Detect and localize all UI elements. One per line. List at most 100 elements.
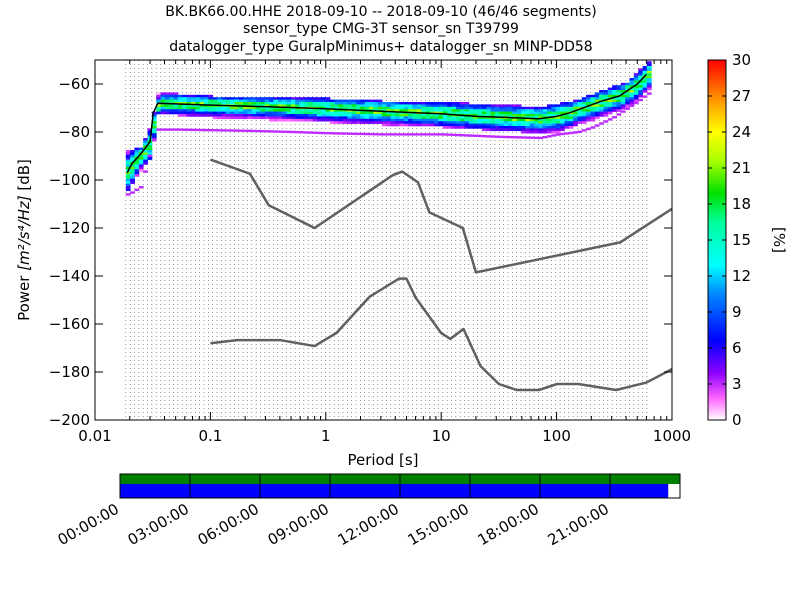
psd-cell-outlier (460, 134, 465, 137)
psd-cell (590, 104, 596, 108)
psd-cell (312, 104, 318, 108)
psd-cell-outlier (499, 135, 505, 139)
psd-cell (269, 116, 274, 120)
psd-cell (490, 116, 496, 120)
psd-cell (599, 114, 604, 117)
psd-cell (382, 109, 387, 112)
psd-cell (295, 109, 300, 112)
psd-cell (503, 121, 509, 124)
psd-cell (208, 102, 214, 105)
psd-cell (438, 116, 444, 120)
psd-cell (555, 116, 561, 120)
psd-cell (646, 80, 652, 84)
coverage-tick-label: 03:00:00 (125, 500, 192, 549)
psd-cell (347, 114, 353, 117)
psd-cell (429, 114, 435, 117)
psd-cell (182, 104, 188, 108)
psd-cell (316, 97, 322, 100)
psd-cell-outlier (260, 129, 266, 133)
psd-cell (151, 128, 157, 132)
psd-cell (143, 162, 148, 165)
psd-cell (551, 130, 557, 134)
psd-cell (225, 99, 231, 103)
psd-cell (373, 111, 379, 115)
psd-cell (451, 116, 457, 120)
psd-cell (134, 152, 140, 156)
psd-cell (212, 111, 218, 115)
psd-cell (299, 102, 305, 105)
psd-cell (642, 80, 648, 84)
psd-cell (525, 123, 531, 127)
psd-cell (438, 111, 444, 115)
psd-cell-outlier (560, 132, 565, 136)
psd-cell-outlier (338, 132, 344, 135)
psd-cell (134, 169, 140, 172)
coverage-tick-label: 12:00:00 (335, 500, 402, 549)
psd-cell (334, 109, 340, 112)
psd-cell (473, 104, 478, 108)
psd-cell (499, 109, 505, 112)
psd-cell (369, 111, 374, 115)
psd-cell-outlier (547, 135, 552, 138)
psd-cell-outlier (143, 170, 148, 173)
psd-cell (442, 109, 448, 112)
psd-cell (273, 114, 279, 117)
psd-cell (555, 128, 561, 132)
psd-cell (534, 106, 539, 110)
psd-cell (308, 104, 313, 108)
psd-cell (186, 114, 192, 117)
psd-cell (499, 118, 505, 122)
psd-cell (616, 85, 622, 88)
psd-cell (490, 114, 496, 117)
psd-cell (451, 104, 457, 108)
psd-cell (273, 102, 279, 105)
psd-cell (547, 130, 552, 134)
psd-cell (290, 104, 296, 108)
psd-cell (221, 102, 227, 105)
psd-cell (264, 99, 270, 103)
psd-cell (638, 78, 643, 81)
psd-cell (594, 92, 600, 96)
psd-cell (303, 97, 309, 100)
psd-cell (473, 109, 478, 112)
psd-cell (390, 118, 396, 122)
psd-cell (264, 109, 270, 112)
psd-cell (360, 116, 366, 120)
y-tick-label: −100 (49, 171, 90, 189)
psd-cell (516, 111, 522, 115)
y-axis-label: Power [m²/s⁴/Hz] [dB] (15, 159, 33, 321)
psd-cell (447, 123, 452, 127)
psd-cell (212, 99, 218, 103)
psd-cell (481, 126, 487, 129)
psd-cell (130, 166, 135, 170)
psd-cell (342, 102, 348, 105)
psd-cell (542, 130, 548, 134)
psd-cell-outlier (477, 134, 483, 138)
psd-cell (238, 109, 244, 112)
psd-cell-outlier (555, 133, 561, 136)
psd-cell-outlier (377, 133, 383, 136)
psd-cell (156, 99, 161, 103)
psd-cell (269, 109, 274, 112)
psd-cell (477, 106, 483, 110)
psd-cell (243, 116, 248, 120)
psd-cell (421, 123, 426, 127)
psd-cell (282, 111, 287, 115)
psd-cell (247, 106, 253, 110)
psd-cell (512, 111, 518, 115)
psd-cell (620, 90, 626, 93)
psd-cell (629, 82, 635, 86)
psd-cell (382, 104, 387, 108)
psd-cell (607, 94, 613, 98)
psd-cell (577, 106, 583, 110)
psd-cell (568, 123, 574, 127)
psd-cell (594, 99, 600, 103)
psd-cell (534, 118, 539, 122)
psd-cell (403, 116, 409, 120)
psd-cell (338, 121, 344, 124)
psd-cell-outlier (325, 131, 331, 135)
psd-cell (538, 109, 544, 112)
psd-cell-outlier (399, 133, 405, 136)
psd-cell (607, 106, 613, 110)
psd-cell (560, 123, 565, 127)
